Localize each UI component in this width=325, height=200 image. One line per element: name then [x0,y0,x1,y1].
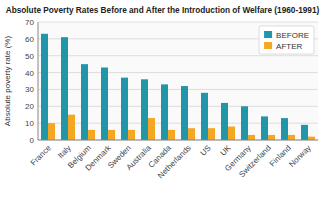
bar [201,93,208,140]
bar [68,115,75,140]
y-axis-line [38,22,39,140]
bar [308,137,315,140]
y-tick-label: 60 [25,35,34,44]
y-axis-label: Absolute poverty rate (%) [3,36,12,127]
y-tick-label: 20 [25,102,34,111]
y-tick-label: 0 [30,136,35,145]
bar [261,116,268,140]
chart: 010203040506070FranceItalyBelgiumDenmark… [0,0,325,200]
bar [221,103,228,140]
grid-line [38,22,318,23]
plot-area [38,22,318,140]
legend-label: AFTER [276,42,302,51]
bar [101,68,108,140]
y-tick-label: 40 [25,69,34,78]
bar [108,130,115,140]
grid-line [38,140,318,141]
legend-swatch [264,31,272,38]
bar [188,128,195,140]
grid-line [38,55,318,56]
bar [241,106,248,140]
grid-line [38,89,318,90]
bar [248,135,255,140]
bar [88,130,95,140]
bar [208,128,215,140]
bar [81,64,88,140]
y-tick-label: 70 [25,18,34,27]
bar [148,118,155,140]
grid-line [38,106,318,107]
x-tick-label: France [29,143,53,167]
bar [181,86,188,140]
bar [141,79,148,140]
bar [48,123,55,140]
y-tick-label: 30 [25,85,34,94]
title: Absolute Poverty Rates Before and After … [6,6,320,15]
bar [268,135,275,140]
bar [301,125,308,140]
legend-swatch [264,42,272,49]
x-tick-label: UK [219,143,234,158]
bar [128,130,135,140]
bar [281,118,288,140]
y-tick-label: 10 [25,119,34,128]
x-tick-label: US [199,143,213,157]
grid-line [38,72,318,73]
bar [228,127,235,140]
legend-frame [259,26,314,54]
bar [168,130,175,140]
x-tick-label: Italy [56,143,73,160]
bar [161,84,168,140]
bar [41,34,48,140]
legend: BEFORE AFTER [259,26,314,54]
y-tick-label: 50 [25,52,34,61]
bar [61,37,68,140]
x-tick-label: Norway [287,143,313,169]
x-axis-line [38,140,318,141]
legend-label: BEFORE [276,31,309,40]
x-tick-label: Netherlands [156,143,193,180]
grid-line [38,123,318,124]
bar [121,78,128,140]
x-tick-label: Australia [124,143,153,172]
bar [288,135,295,140]
